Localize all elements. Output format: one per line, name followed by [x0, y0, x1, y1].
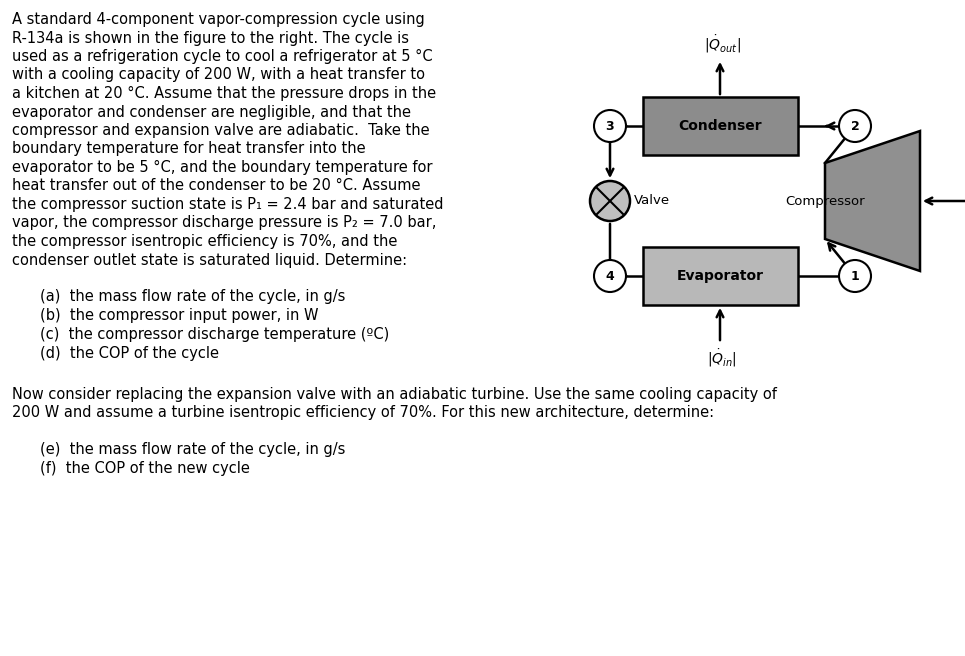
Text: 4: 4 — [606, 270, 615, 283]
Text: $|\dot{Q}_{out}|$: $|\dot{Q}_{out}|$ — [703, 33, 740, 55]
Text: evaporator to be 5 °C, and the boundary temperature for: evaporator to be 5 °C, and the boundary … — [12, 160, 432, 175]
Text: (e)  the mass flow rate of the cycle, in g/s: (e) the mass flow rate of the cycle, in … — [40, 442, 345, 457]
Text: Now consider replacing the expansion valve with an adiabatic turbine. Use the sa: Now consider replacing the expansion val… — [12, 387, 777, 402]
Text: 1: 1 — [850, 270, 860, 283]
Text: $|\dot{Q}_{in}|$: $|\dot{Q}_{in}|$ — [707, 347, 737, 369]
Text: Condenser: Condenser — [678, 119, 761, 133]
Text: with a cooling capacity of 200 W, with a heat transfer to: with a cooling capacity of 200 W, with a… — [12, 68, 425, 83]
Circle shape — [594, 110, 626, 142]
Text: 3: 3 — [606, 119, 615, 133]
Polygon shape — [825, 131, 920, 271]
Text: used as a refrigeration cycle to cool a refrigerator at 5 °C: used as a refrigeration cycle to cool a … — [12, 49, 432, 64]
Circle shape — [594, 260, 626, 292]
Text: Compressor: Compressor — [786, 194, 865, 207]
Text: (c)  the compressor discharge temperature (ºC): (c) the compressor discharge temperature… — [40, 327, 389, 342]
Circle shape — [839, 260, 871, 292]
Text: compressor and expansion valve are adiabatic.  Take the: compressor and expansion valve are adiab… — [12, 123, 429, 138]
Text: (a)  the mass flow rate of the cycle, in g/s: (a) the mass flow rate of the cycle, in … — [40, 289, 345, 304]
Text: Valve: Valve — [634, 194, 670, 207]
Text: 2: 2 — [850, 119, 860, 133]
Text: Evaporator: Evaporator — [676, 269, 763, 283]
Text: (f)  the COP of the new cycle: (f) the COP of the new cycle — [40, 461, 250, 476]
Text: boundary temperature for heat transfer into the: boundary temperature for heat transfer i… — [12, 142, 366, 157]
Text: R-134a is shown in the figure to the right. The cycle is: R-134a is shown in the figure to the rig… — [12, 30, 409, 45]
Text: 200 W and assume a turbine isentropic efficiency of 70%. For this new architectu: 200 W and assume a turbine isentropic ef… — [12, 405, 714, 420]
Text: vapor, the compressor discharge pressure is P₂ = 7.0 bar,: vapor, the compressor discharge pressure… — [12, 216, 436, 230]
Text: the compressor suction state is P₁ = 2.4 bar and saturated: the compressor suction state is P₁ = 2.4… — [12, 197, 444, 212]
Text: evaporator and condenser are negligible, and that the: evaporator and condenser are negligible,… — [12, 104, 411, 119]
Text: heat transfer out of the condenser to be 20 °C. Assume: heat transfer out of the condenser to be… — [12, 178, 421, 194]
Text: the compressor isentropic efficiency is 70%, and the: the compressor isentropic efficiency is … — [12, 234, 398, 249]
Circle shape — [839, 110, 871, 142]
Bar — [643, 247, 798, 305]
Bar — [643, 97, 798, 155]
Text: (b)  the compressor input power, in W: (b) the compressor input power, in W — [40, 308, 318, 323]
Text: condenser outlet state is saturated liquid. Determine:: condenser outlet state is saturated liqu… — [12, 253, 407, 268]
Circle shape — [590, 181, 630, 221]
Text: (d)  the COP of the cycle: (d) the COP of the cycle — [40, 346, 219, 361]
Text: A standard 4-component vapor-compression cycle using: A standard 4-component vapor-compression… — [12, 12, 425, 27]
Text: a kitchen at 20 °C. Assume that the pressure drops in the: a kitchen at 20 °C. Assume that the pres… — [12, 86, 436, 101]
